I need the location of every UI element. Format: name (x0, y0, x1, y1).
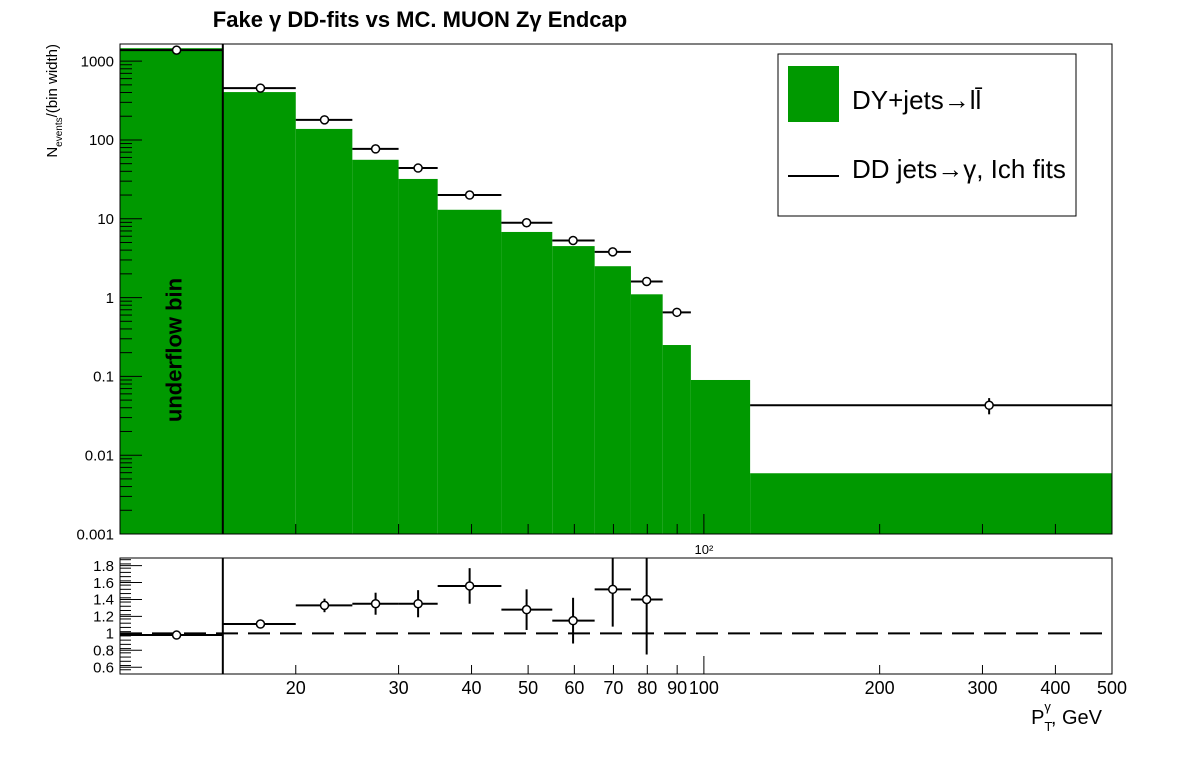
histogram-bar (295, 128, 353, 534)
x-tick-label: 30 (389, 678, 409, 698)
legend-label: DY+jets→ll̄ (852, 85, 983, 115)
histogram-bar (501, 231, 553, 535)
data-point (255, 83, 266, 93)
y-tick-label: 1 (106, 626, 114, 643)
histogram-bar (630, 294, 663, 534)
histogram-bar (594, 266, 631, 534)
data-point (319, 115, 330, 125)
legend-swatch (788, 66, 839, 122)
x-tick-label: 20 (286, 678, 306, 698)
data-point (521, 604, 532, 615)
data-point (464, 581, 475, 591)
histogram-bar (437, 209, 502, 534)
data-point (607, 584, 618, 595)
x-axis-label-part: γ (1044, 699, 1051, 714)
x-tick-label: 10² (694, 542, 713, 557)
plot-frame (119, 43, 1113, 535)
x-tick-label: 40 (462, 678, 482, 698)
histogram-bar (552, 246, 595, 534)
x-axis-label: PTγ, GeV (1031, 699, 1103, 734)
x-tick-label: 60 (564, 678, 584, 698)
y-tick-label: 0.001 (76, 526, 114, 543)
data-point (370, 598, 381, 609)
x-tick-label: 500 (1097, 678, 1127, 698)
data-point (413, 598, 423, 609)
data-point (255, 619, 266, 629)
histogram-bar (352, 159, 399, 534)
y-tick-label: 0.6 (93, 659, 114, 676)
histogram-bar (750, 473, 1112, 534)
y-axis-label: Nevents/(bin width) (44, 44, 65, 158)
y-tick-label: 0.01 (85, 447, 114, 464)
data-point (464, 190, 475, 200)
x-tick-label: 80 (637, 678, 657, 698)
data-point (672, 307, 682, 318)
histogram-bar (398, 178, 438, 534)
legend-label: DD jets→γ, Ich fits (852, 154, 1066, 184)
y-tick-label: 0.1 (93, 369, 114, 386)
chart-title: Fake γ DD-fits vs MC. MUON Zγ Endcap (213, 7, 627, 32)
x-tick-label: 200 (865, 678, 895, 698)
x-tick-label: 90 (667, 678, 687, 698)
data-point (171, 45, 182, 55)
x-tick-label: 70 (603, 678, 623, 698)
y-tick-label: 1 (106, 290, 114, 307)
data-point (319, 600, 330, 611)
y-tick-label: 1.6 (93, 575, 114, 592)
histogram-bar (222, 92, 296, 534)
y-tick-label: 1.2 (93, 609, 114, 626)
y-tick-label: 100 (89, 132, 114, 149)
data-point (568, 235, 578, 246)
x-tick-label: 50 (518, 678, 538, 698)
y-tick-label: 10 (97, 211, 114, 228)
x-tick-label: 100 (689, 678, 719, 698)
y-tick-label: 1000 (81, 53, 114, 70)
y-axis-label-part: /(bin width) (44, 44, 61, 117)
y-axis-label-part: events (54, 117, 65, 146)
data-point (413, 163, 423, 173)
x-tick-label: 400 (1040, 678, 1070, 698)
x-axis-label-part: P (1031, 707, 1044, 729)
data-point (607, 247, 618, 257)
data-point (641, 276, 652, 287)
data-point (171, 630, 182, 640)
y-tick-label: 1.8 (93, 558, 114, 575)
annotation: underflow bin (161, 278, 186, 422)
data-point (568, 615, 578, 626)
histogram-bar (662, 345, 691, 534)
data-point (370, 144, 381, 154)
data-point (984, 400, 994, 411)
histogram-bar (690, 379, 751, 534)
data-point (521, 217, 532, 228)
histogram-bar (120, 48, 223, 535)
y-axis-label-part: N (44, 147, 61, 158)
x-tick-label: 300 (967, 678, 997, 698)
y-tick-label: 0.8 (93, 643, 114, 660)
data-point (641, 594, 652, 605)
y-tick-label: 1.4 (93, 592, 114, 609)
x-axis-label-part: , GeV (1051, 707, 1103, 729)
x-axis-label-part: T (1044, 719, 1052, 734)
